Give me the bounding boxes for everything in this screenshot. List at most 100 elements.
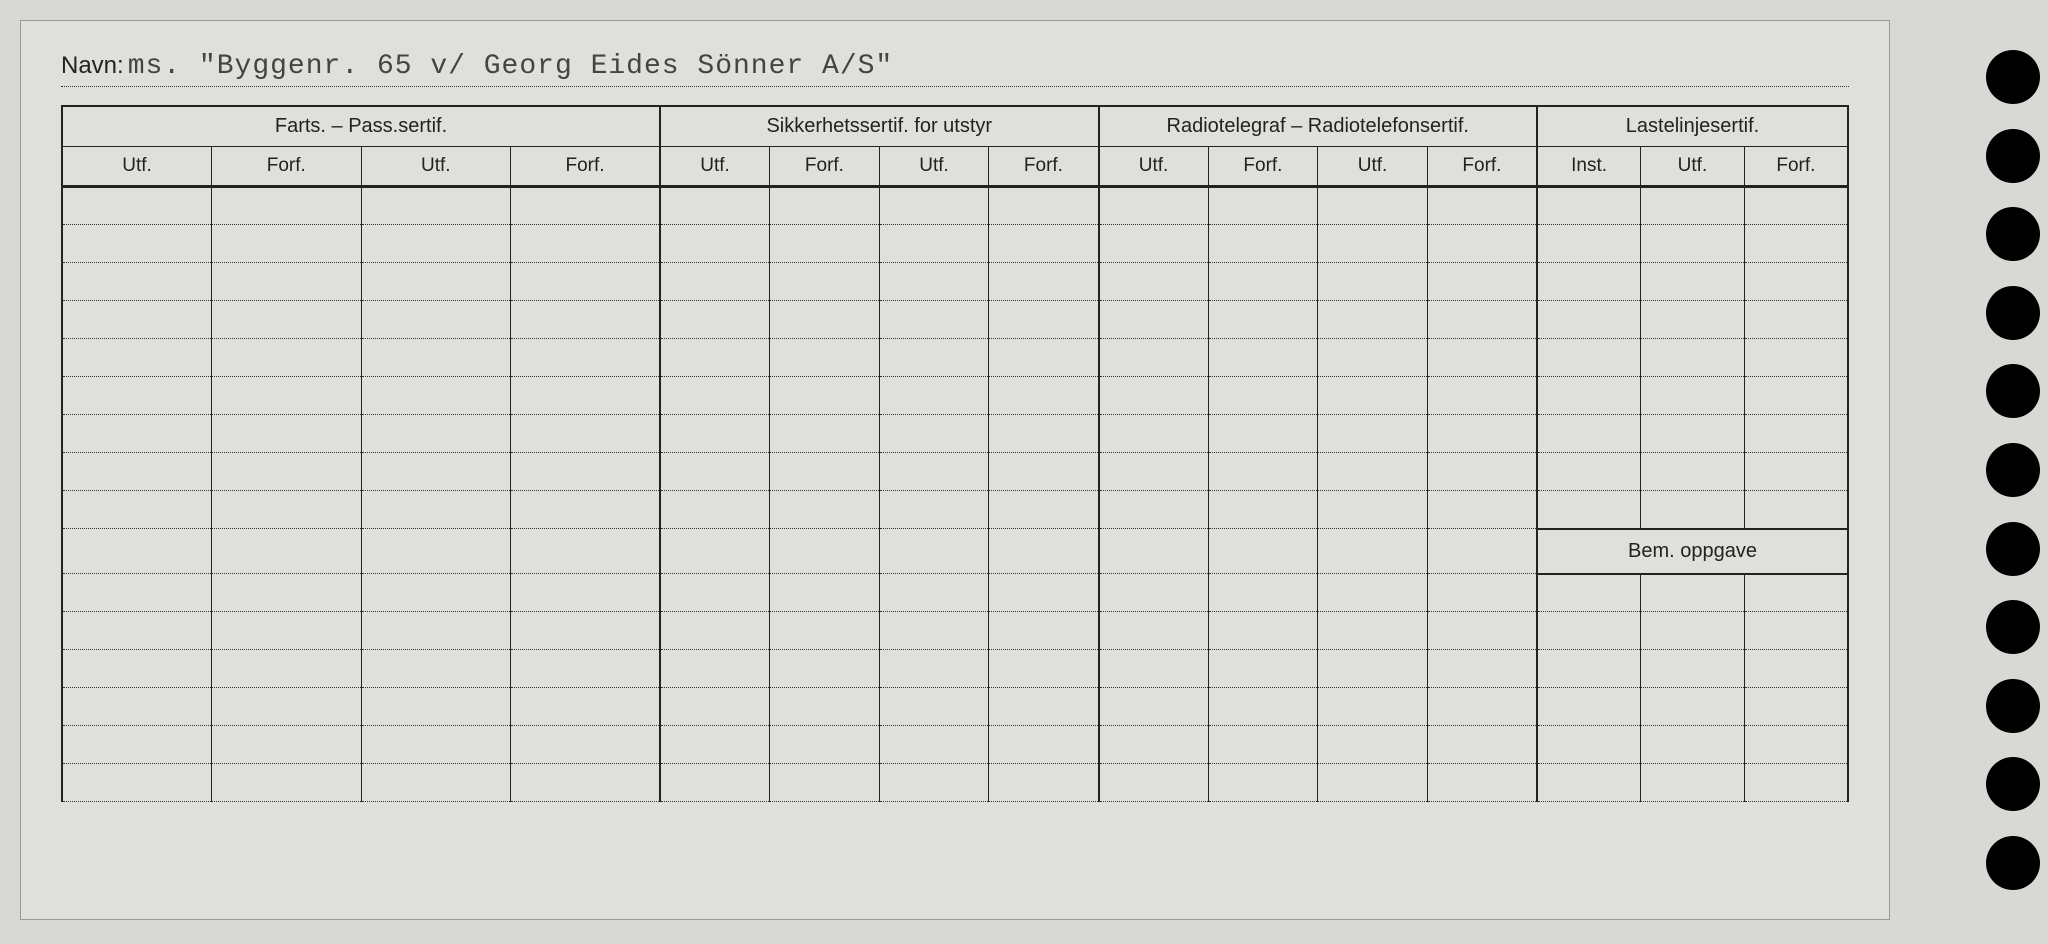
table-cell — [1537, 574, 1641, 612]
table-cell — [1099, 726, 1209, 764]
table-cell — [879, 187, 989, 225]
table-cell — [361, 491, 511, 529]
table-body: Bem. oppgave — [62, 187, 1848, 802]
table-cell — [989, 574, 1099, 612]
table-cell — [879, 612, 989, 650]
binder-hole — [1986, 679, 2040, 733]
table-cell — [770, 529, 880, 574]
table-cell — [989, 339, 1099, 377]
table-cell — [1208, 301, 1318, 339]
table-cell — [1318, 377, 1428, 415]
table-cell — [1744, 225, 1848, 263]
table-cell — [660, 688, 770, 726]
table-cell — [989, 529, 1099, 574]
table-cell — [1641, 688, 1745, 726]
table-cell — [212, 301, 362, 339]
table-cell — [361, 688, 511, 726]
table-cell — [62, 339, 212, 377]
record-card: Navn: ms. "Byggenr. 65 v/ Georg Eides Sö… — [20, 20, 1890, 920]
table-cell — [62, 529, 212, 574]
table-row — [62, 377, 1848, 415]
table-cell — [1641, 301, 1745, 339]
table-cell — [62, 650, 212, 688]
table-cell — [511, 263, 661, 301]
table-cell — [212, 726, 362, 764]
table-cell — [1099, 574, 1209, 612]
table-cell — [879, 574, 989, 612]
binder-hole — [1986, 522, 2040, 576]
table-cell — [879, 339, 989, 377]
table-cell — [989, 688, 1099, 726]
table-cell — [212, 225, 362, 263]
binder-hole — [1986, 443, 2040, 497]
table-cell — [1099, 529, 1209, 574]
table-cell — [1537, 453, 1641, 491]
table-cell — [1744, 688, 1848, 726]
table-cell — [1744, 650, 1848, 688]
table-cell — [770, 263, 880, 301]
table-cell — [1318, 650, 1428, 688]
table-cell — [879, 415, 989, 453]
table-cell — [1427, 726, 1537, 764]
table-row — [62, 187, 1848, 225]
table-cell — [1744, 301, 1848, 339]
table-row — [62, 574, 1848, 612]
table-cell — [770, 491, 880, 529]
table-cell — [660, 650, 770, 688]
table-cell — [660, 726, 770, 764]
table-cell — [1427, 339, 1537, 377]
binder-hole — [1986, 50, 2040, 104]
table-cell — [62, 726, 212, 764]
table-row — [62, 339, 1848, 377]
table-cell — [1427, 453, 1537, 491]
table-cell — [1208, 650, 1318, 688]
table-cell — [1641, 339, 1745, 377]
table-row — [62, 225, 1848, 263]
table-cell — [1537, 688, 1641, 726]
table-cell — [1427, 415, 1537, 453]
col-header: Utf. — [62, 147, 212, 187]
table-cell — [660, 263, 770, 301]
table-cell — [361, 764, 511, 802]
table-cell — [1208, 764, 1318, 802]
col-header: Utf. — [1318, 147, 1428, 187]
table-cell — [511, 574, 661, 612]
table-cell — [1537, 225, 1641, 263]
table-cell — [361, 415, 511, 453]
table-cell — [62, 225, 212, 263]
table-cell — [1099, 688, 1209, 726]
table-cell — [62, 491, 212, 529]
group-header: Sikkerhetssertif. for utstyr — [660, 106, 1099, 147]
table-cell — [1208, 688, 1318, 726]
table-cell — [1744, 612, 1848, 650]
table-cell — [1427, 688, 1537, 726]
table-cell — [989, 225, 1099, 263]
table-row — [62, 301, 1848, 339]
sub-header-row: Utf. Forf. Utf. Forf. Utf. Forf. Utf. Fo… — [62, 147, 1848, 187]
table-cell — [511, 415, 661, 453]
table-cell — [62, 187, 212, 225]
table-cell — [361, 574, 511, 612]
table-cell — [511, 688, 661, 726]
table-cell — [1744, 726, 1848, 764]
title-row: Navn: ms. "Byggenr. 65 v/ Georg Eides Sö… — [61, 51, 1849, 87]
table-cell — [1537, 301, 1641, 339]
table-cell — [1099, 764, 1209, 802]
table-cell — [361, 650, 511, 688]
table-cell — [1318, 225, 1428, 263]
table-cell — [1641, 225, 1745, 263]
table-cell — [361, 377, 511, 415]
table-cell — [62, 688, 212, 726]
table-cell — [1318, 453, 1428, 491]
table-cell — [1744, 339, 1848, 377]
table-cell — [1537, 187, 1641, 225]
table-cell — [511, 339, 661, 377]
table-cell — [511, 225, 661, 263]
table-cell — [1641, 377, 1745, 415]
table-cell — [1318, 529, 1428, 574]
table-cell — [361, 263, 511, 301]
table-cell — [361, 529, 511, 574]
table-cell — [1427, 263, 1537, 301]
col-header: Utf. — [1641, 147, 1745, 187]
table-cell — [770, 415, 880, 453]
